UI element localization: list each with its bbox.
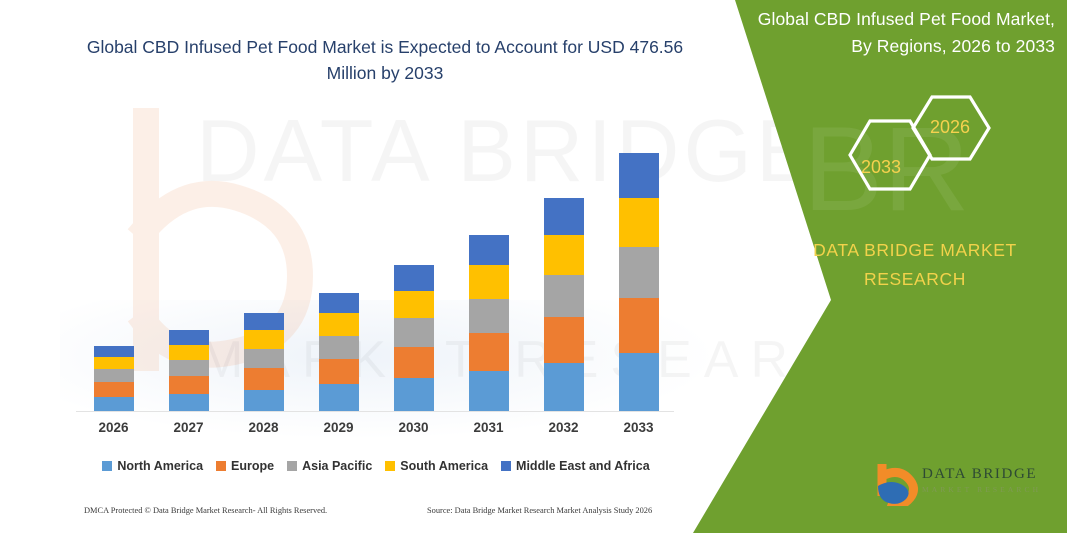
segment-middle-east-and-africa (318, 292, 359, 314)
segment-europe (318, 358, 359, 385)
segment-north-america (168, 393, 209, 412)
legend-label: South America (400, 459, 489, 473)
segment-middle-east-and-africa (543, 197, 584, 235)
bar-2029 (318, 292, 359, 412)
segment-south-america (468, 265, 509, 299)
segment-south-america (318, 313, 359, 336)
segment-europe (93, 382, 134, 397)
chart-legend: North America Europe Asia Pacific South Ame… (76, 456, 676, 476)
legend-item-middle-east-and-africa[interactable]: Middle East and Africa (501, 459, 650, 473)
segment-asia-pacific (243, 348, 284, 369)
x-axis-line (76, 411, 674, 412)
bar-2032 (543, 197, 584, 412)
hexagon-2033-label: 2033 (861, 157, 902, 177)
segment-asia-pacific (543, 275, 584, 318)
segment-north-america (393, 378, 434, 412)
segment-north-america (318, 384, 359, 412)
segment-asia-pacific (393, 318, 434, 347)
legend-swatch (102, 461, 113, 471)
segment-europe (168, 376, 209, 394)
logo-text: DATA BRIDGE (922, 466, 1038, 482)
segment-south-america (543, 234, 584, 276)
segment-middle-east-and-africa (393, 265, 434, 291)
segment-north-america (93, 396, 134, 412)
segment-south-america (93, 356, 134, 370)
legend-swatch (385, 461, 396, 471)
segment-middle-east-and-africa (243, 313, 284, 331)
segment-asia-pacific (468, 298, 509, 334)
x-label-2026: 2026 (98, 420, 129, 435)
segment-asia-pacific (318, 335, 359, 359)
bar-2030 (393, 265, 434, 412)
legend-label: Asia Pacific (302, 459, 373, 473)
segment-europe (393, 346, 434, 379)
segment-north-america (243, 389, 284, 412)
segment-europe (543, 317, 584, 364)
x-label-2032: 2032 (548, 420, 579, 435)
hexagon-2026 (911, 95, 991, 161)
segment-south-america (243, 330, 284, 349)
brand-name: DATA BRIDGE MARKET RESEARCH (790, 236, 1040, 294)
brand-name-line1: DATA BRIDGE MARKET (813, 240, 1017, 260)
segment-middle-east-and-africa (618, 153, 659, 198)
segment-south-america (618, 197, 659, 247)
segment-europe (468, 333, 509, 372)
hexagon-2033 (848, 119, 932, 191)
hexagon-group: 2026 2033 (820, 95, 1020, 215)
segment-south-america (168, 344, 209, 360)
segment-middle-east-and-africa (168, 330, 209, 345)
hexagon-2026-label: 2026 (930, 117, 971, 137)
logo-b-icon (877, 464, 918, 510)
legend-item-north-america[interactable]: North America (102, 459, 203, 473)
page-title: Global CBD Infused Pet Food Market is Ex… (86, 37, 684, 83)
bar-2028 (243, 313, 284, 412)
bar-2031 (468, 234, 509, 412)
bar-2027 (168, 330, 209, 412)
legend-item-asia-pacific[interactable]: Asia Pacific (287, 459, 372, 473)
legend-swatch (216, 461, 227, 471)
legend-label: Middle East and Africa (516, 459, 650, 473)
segment-asia-pacific (168, 359, 209, 377)
logo-subtext: MARKET RESEARCH (922, 485, 1042, 494)
segment-middle-east-and-africa (468, 234, 509, 266)
segment-europe (618, 297, 659, 353)
segment-asia-pacific (93, 369, 134, 383)
footer-source: Source: Data Bridge Market Research Mark… (427, 506, 653, 515)
legend-item-south-america[interactable]: South America (385, 459, 488, 473)
x-label-2029: 2029 (323, 420, 354, 435)
x-label-2033: 2033 (623, 420, 654, 435)
segment-north-america (543, 363, 584, 412)
segment-middle-east-and-africa (93, 345, 134, 357)
footer: DMCA Protected © Data Bridge Market Rese… (0, 505, 690, 523)
x-axis-labels: 2026 2027 2028 2029 2030 2031 2032 2033 (76, 420, 676, 444)
company-logo: DATA BRIDGE MARKET RESEARCH (872, 462, 1057, 510)
panel-title: Global CBD Infused Pet Food Market, By R… (757, 9, 1055, 56)
segment-north-america (618, 352, 659, 412)
legend-item-europe[interactable]: Europe (216, 459, 274, 473)
bar-2026 (93, 345, 134, 412)
bar-2033 (618, 153, 659, 412)
x-label-2027: 2027 (173, 420, 204, 435)
x-label-2031: 2031 (473, 420, 504, 435)
x-label-2030: 2030 (398, 420, 429, 435)
segment-north-america (468, 371, 509, 412)
brand-name-line2: RESEARCH (863, 269, 967, 289)
legend-swatch (287, 461, 298, 471)
segment-south-america (393, 290, 434, 319)
footer-copyright: DMCA Protected © Data Bridge Market Rese… (84, 506, 328, 515)
x-label-2028: 2028 (248, 420, 279, 435)
legend-swatch (501, 461, 512, 471)
segment-asia-pacific (618, 246, 659, 298)
legend-label: North America (117, 459, 204, 473)
segment-europe (243, 368, 284, 390)
stacked-bar-chart (76, 120, 676, 412)
legend-label: Europe (231, 459, 275, 473)
